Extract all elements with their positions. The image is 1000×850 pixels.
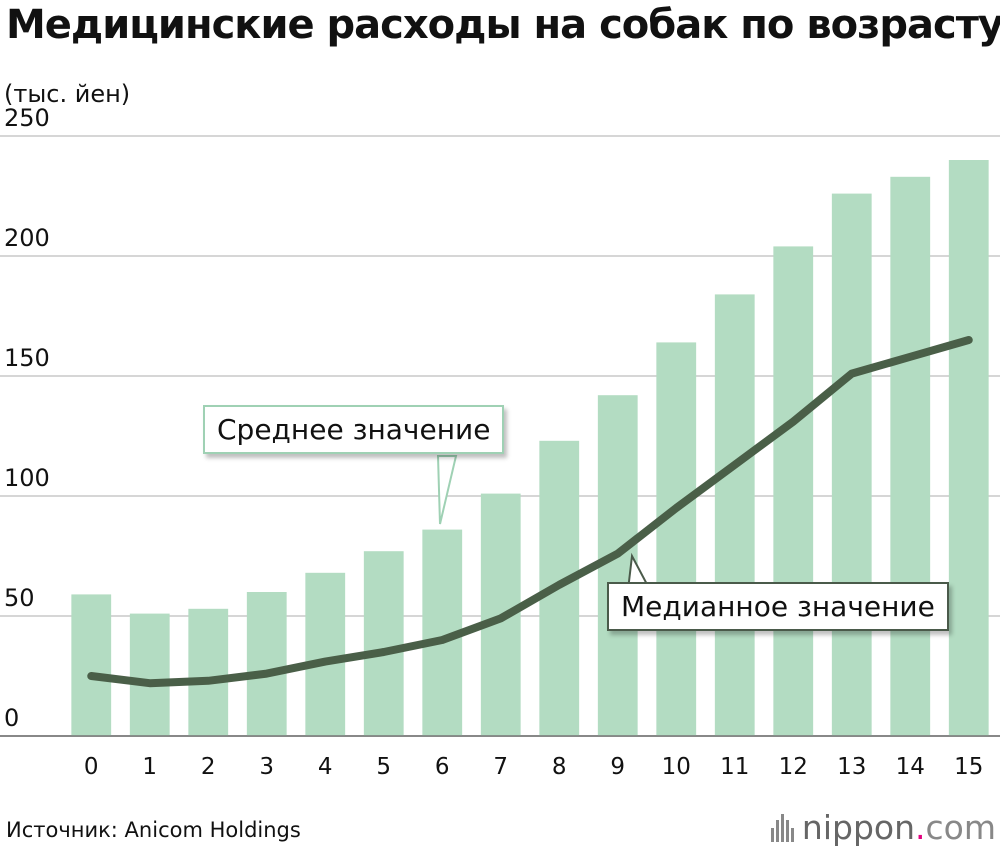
y-tick-label: 0 [4, 704, 19, 732]
median-callout-label: Медианное значение [621, 590, 935, 623]
mean-callout-pointer [436, 455, 458, 525]
x-tick-label: 10 [662, 754, 691, 780]
median-callout: Медианное значение [607, 582, 949, 631]
logo-mark-icon [770, 813, 794, 842]
logo-tld: com [925, 808, 996, 847]
bar-age-2 [188, 608, 229, 736]
y-tick-label: 200 [4, 224, 50, 252]
bar-age-15 [948, 160, 989, 736]
source-note: Источник: Anicom Holdings [6, 818, 301, 842]
bar-age-12 [773, 246, 814, 736]
bar-age-14 [890, 176, 931, 737]
x-tick-label: 3 [259, 754, 274, 780]
bar-age-4 [305, 572, 346, 736]
x-tick-label: 11 [720, 754, 749, 780]
logo-name: nippon [801, 808, 916, 847]
x-tick-label: 6 [435, 754, 450, 780]
y-tick-label: 150 [4, 344, 50, 372]
bar-age-3 [246, 592, 287, 736]
y-tick-label: 50 [4, 584, 35, 612]
x-tick-label: 15 [954, 754, 983, 780]
y-axis-unit-label: (тыс. йен) [4, 80, 131, 108]
y-tick-label: 250 [4, 104, 50, 132]
bar-age-1 [129, 613, 170, 736]
x-tick-label: 9 [610, 754, 625, 780]
x-tick-label: 1 [142, 754, 157, 780]
x-tick-label: 8 [552, 754, 567, 780]
bar-age-5 [363, 551, 404, 736]
x-tick-label: 4 [318, 754, 333, 780]
bar-age-13 [831, 193, 872, 737]
logo-dot: . [915, 808, 926, 847]
x-tick-label: 5 [376, 754, 391, 780]
y-tick-label: 100 [4, 464, 50, 492]
mean-callout: Среднее значение [203, 405, 505, 454]
bar-age-10 [656, 342, 697, 736]
x-tick-label: 7 [493, 754, 508, 780]
x-tick-label: 0 [84, 754, 99, 780]
nippon-logo: nippon. com [770, 808, 996, 847]
bar-age-0 [71, 594, 112, 736]
x-tick-label: 13 [837, 754, 866, 780]
bar-age-11 [714, 294, 755, 736]
x-tick-label: 14 [896, 754, 925, 780]
median-line [87, 336, 973, 688]
x-tick-label: 2 [201, 754, 216, 780]
chart-title: Медицинские расходы на собак по возрасту [6, 2, 1000, 48]
x-tick-label: 12 [779, 754, 808, 780]
mean-callout-label: Среднее значение [217, 413, 491, 446]
